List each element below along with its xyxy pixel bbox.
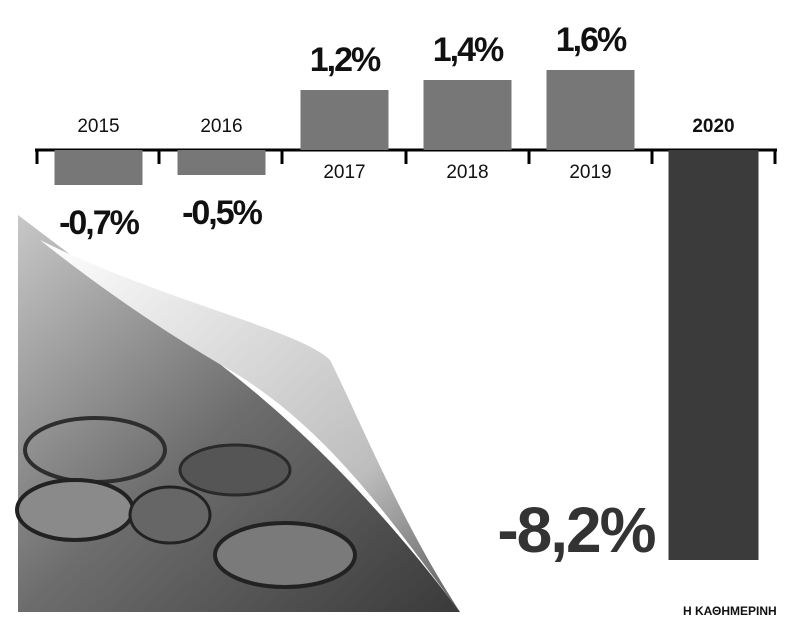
data-label: -0,7% [59, 204, 140, 242]
data-label: 1,2% [310, 41, 381, 79]
bar [668, 150, 759, 560]
x-tick-label: 2020 [692, 116, 734, 137]
x-tick-label: 2017 [323, 162, 365, 183]
x-tick-label: 2019 [569, 162, 611, 183]
bar [546, 70, 635, 150]
data-label: 1,6% [556, 21, 627, 59]
x-tick-label: 2016 [200, 116, 242, 137]
data-label: -8,2% [497, 494, 655, 566]
background-photo [15, 215, 460, 612]
bar [54, 150, 143, 185]
x-tick-label: 2018 [446, 162, 488, 183]
x-tick-label: 2015 [77, 116, 119, 137]
data-label: 1,4% [433, 31, 504, 69]
axis [35, 148, 777, 164]
bar [300, 90, 389, 150]
source: Η ΚΑΘΗΜΕΡΙΝΗ [683, 604, 777, 618]
data-label: -0,5% [182, 194, 263, 232]
bar [177, 150, 266, 175]
bar [423, 80, 512, 150]
